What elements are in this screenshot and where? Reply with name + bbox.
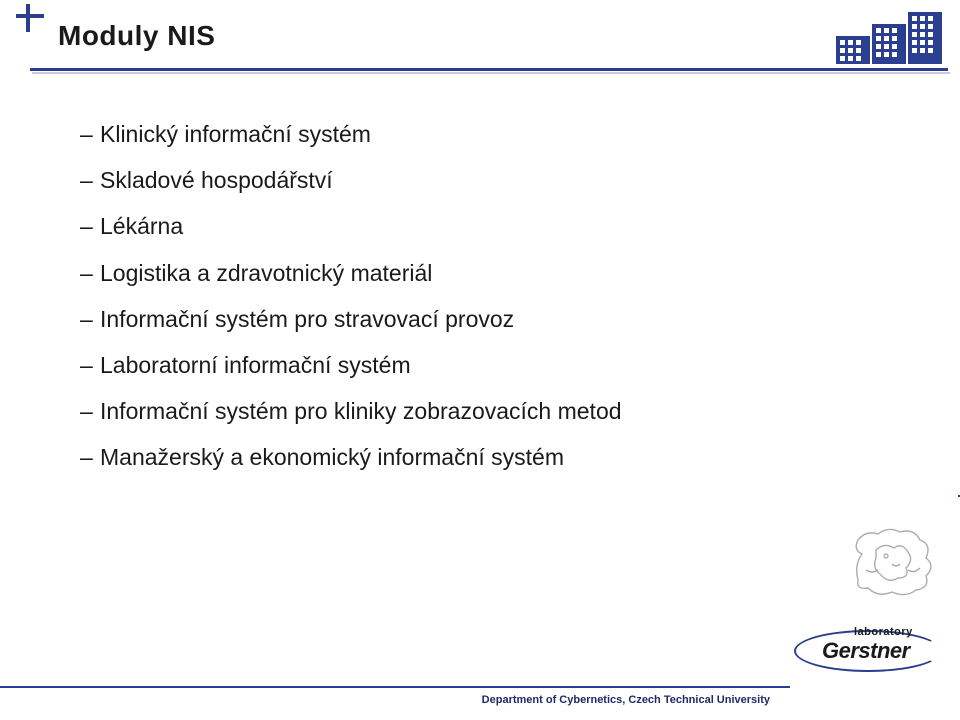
dash-icon: – bbox=[80, 210, 100, 242]
list-item: –Manažerský a ekonomický informační syst… bbox=[80, 441, 840, 473]
slide: Moduly NIS bbox=[0, 0, 960, 720]
list-item-label: Informační systém pro stravovací provoz bbox=[100, 303, 514, 335]
lab-logo-subtitle: laboratory bbox=[854, 626, 913, 638]
list-item-label: Skladové hospodářství bbox=[100, 164, 333, 196]
list-item: –Informační systém pro stravovací provoz bbox=[80, 303, 840, 335]
list-item: –Laboratorní informační systém bbox=[80, 349, 840, 381]
footer-rule bbox=[0, 686, 790, 688]
list-item: –Informační systém pro kliniky zobrazova… bbox=[80, 395, 840, 427]
dash-icon: – bbox=[80, 164, 100, 196]
page-title: Moduly NIS bbox=[58, 20, 215, 52]
list-item: –Skladové hospodářství bbox=[80, 164, 840, 196]
list-item-label: Klinický informační systém bbox=[100, 118, 371, 150]
dash-icon: – bbox=[80, 349, 100, 381]
dash-icon: – bbox=[80, 303, 100, 335]
building-icon bbox=[836, 6, 946, 64]
bullet-list: –Klinický informační systém –Skladové ho… bbox=[80, 118, 840, 488]
list-item-label: Logistika a zdravotnický materiál bbox=[100, 257, 432, 289]
lab-logo-name: Gerstner bbox=[822, 638, 910, 664]
list-item-label: Lékárna bbox=[100, 210, 183, 242]
list-item: –Lékárna bbox=[80, 210, 840, 242]
dash-icon: – bbox=[80, 395, 100, 427]
dash-icon: – bbox=[80, 257, 100, 289]
dash-icon: – bbox=[80, 118, 100, 150]
footer-text: Department of Cybernetics, Czech Technic… bbox=[482, 694, 770, 706]
list-item-label: Manažerský a ekonomický informační systé… bbox=[100, 441, 564, 473]
gerstner-logo: laboratory Gerstner bbox=[794, 622, 944, 678]
lion-crest-icon bbox=[848, 520, 938, 600]
list-item-label: Informační systém pro kliniky zobrazovac… bbox=[100, 395, 622, 427]
title-rule bbox=[30, 68, 948, 71]
title-rule-shadow bbox=[32, 72, 950, 74]
list-item: –Klinický informační systém bbox=[80, 118, 840, 150]
dash-icon: – bbox=[80, 441, 100, 473]
list-item: –Logistika a zdravotnický materiál bbox=[80, 257, 840, 289]
list-item-label: Laboratorní informační systém bbox=[100, 349, 411, 381]
